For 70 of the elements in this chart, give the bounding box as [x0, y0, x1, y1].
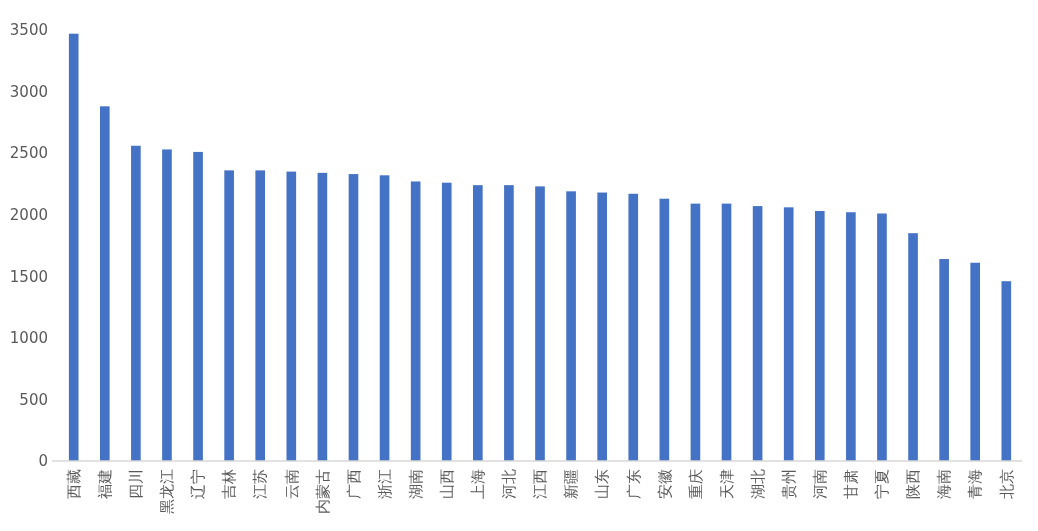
bar — [783, 207, 794, 461]
x-tick-label: 北京 — [997, 469, 1016, 499]
bar — [535, 186, 545, 461]
x-tick-label: 甘肃 — [842, 469, 861, 499]
x-tick-label: 广西 — [344, 469, 363, 499]
bar — [193, 151, 203, 461]
y-tick-label: 3000 — [9, 82, 48, 101]
bar — [628, 193, 639, 461]
x-tick-label: 黑龙江 — [158, 469, 177, 514]
bar — [348, 174, 359, 461]
x-tick-label: 贵州 — [779, 469, 798, 499]
x-tick-label: 河南 — [811, 469, 830, 499]
bar — [410, 181, 421, 461]
x-tick-label: 宁夏 — [873, 469, 892, 499]
x-tick-label: 海南 — [935, 469, 954, 499]
x-tick-label: 陕西 — [904, 469, 923, 499]
bar — [441, 182, 452, 461]
y-tick-label: 2000 — [9, 205, 48, 224]
bar — [908, 233, 918, 461]
bar — [752, 206, 763, 461]
y-tick-label: 500 — [19, 390, 48, 409]
y-tick-label: 1000 — [9, 329, 48, 348]
bar — [317, 172, 328, 461]
bar — [1001, 281, 1012, 461]
bar — [970, 262, 981, 461]
bar — [597, 192, 607, 461]
x-tick-label: 吉林 — [220, 469, 239, 499]
bar — [846, 212, 856, 461]
x-tick-label: 天津 — [717, 469, 736, 499]
bar — [659, 198, 670, 461]
bar — [224, 170, 234, 461]
x-tick-label: 福建 — [96, 469, 115, 499]
y-tick-label: 1500 — [9, 267, 48, 286]
bar — [131, 145, 141, 461]
bar — [255, 170, 266, 461]
x-tick-label: 四川 — [127, 469, 146, 499]
x-tick-label: 安徽 — [655, 469, 674, 499]
bar — [379, 175, 390, 461]
x-tick-label: 浙江 — [375, 469, 394, 499]
x-tick-label: 广东 — [624, 469, 643, 499]
bar — [721, 203, 732, 461]
bar — [286, 171, 297, 461]
bar — [690, 203, 701, 461]
bar — [504, 185, 514, 461]
bar — [877, 213, 887, 461]
x-tick-label: 重庆 — [686, 469, 705, 499]
x-tick-label: 湖北 — [748, 469, 767, 499]
x-tick-label: 河北 — [500, 469, 519, 499]
x-tick-label: 新疆 — [562, 469, 581, 499]
y-tick-label: 0 — [38, 452, 48, 471]
x-tick-label: 西藏 — [64, 469, 83, 499]
bar — [473, 185, 483, 461]
bar — [162, 149, 172, 461]
x-tick-label: 云南 — [282, 469, 301, 499]
bar — [99, 106, 110, 461]
x-tick-label: 湖南 — [406, 469, 425, 499]
x-tick-label: 内蒙古 — [313, 469, 332, 514]
x-tick-label: 上海 — [469, 469, 488, 499]
x-tick-label: 江苏 — [251, 469, 270, 499]
y-tick-label: 3500 — [9, 21, 48, 40]
x-tick-label: 青海 — [966, 469, 985, 499]
x-tick-label: 山东 — [593, 469, 612, 499]
x-tick-label: 江西 — [531, 469, 550, 499]
x-tick-label: 辽宁 — [189, 469, 208, 499]
x-tick-label: 山西 — [437, 469, 456, 499]
y-tick-label: 2500 — [9, 144, 48, 163]
bar — [566, 191, 576, 461]
bar — [939, 259, 949, 461]
bar — [68, 33, 79, 461]
bar — [814, 211, 825, 461]
